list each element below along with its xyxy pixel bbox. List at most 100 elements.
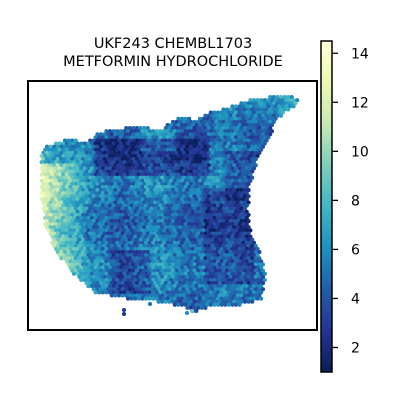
expression-spot [237, 302, 242, 307]
expression-spot [84, 274, 89, 279]
expression-spot [215, 160, 221, 165]
expression-spot [260, 113, 266, 118]
expression-spot [212, 265, 217, 270]
expression-spot [181, 293, 186, 298]
expression-spot [224, 188, 230, 193]
expression-spot [116, 188, 122, 193]
expression-spot [205, 265, 210, 270]
expression-spot [224, 119, 230, 124]
expression-spot [84, 243, 89, 248]
expression-spot [242, 107, 248, 112]
expression-spot [100, 259, 105, 264]
expression-spot [124, 175, 129, 180]
expression-spot [226, 178, 231, 183]
expression-spot [194, 129, 199, 134]
expression-spot [255, 129, 260, 134]
expression-spot [212, 302, 217, 307]
expression-spot [221, 274, 226, 279]
expression-spot [143, 135, 149, 140]
expression-spot [188, 225, 194, 230]
expression-spot [194, 296, 199, 301]
expression-spot [239, 250, 244, 255]
expression-spot [215, 246, 221, 252]
expression-spot [149, 206, 154, 211]
expression-spot [145, 225, 150, 230]
expression-spot [160, 163, 165, 168]
expression-spot [104, 277, 109, 283]
expression-spot [93, 290, 98, 295]
expression-spot [149, 268, 154, 273]
expression-spot [71, 160, 77, 165]
expression-spot [194, 197, 199, 202]
expression-spot [176, 197, 181, 202]
expression-spot [147, 284, 152, 289]
expression-spot [230, 209, 235, 214]
expression-spot [241, 253, 246, 258]
expression-spot [221, 268, 226, 273]
expression-spot [244, 141, 249, 146]
expression-spot [93, 172, 98, 177]
expression-spot [149, 281, 154, 286]
expression-spot [230, 147, 235, 152]
expression-spot [259, 290, 264, 295]
expression-spot [89, 209, 95, 214]
expression-spot [59, 163, 64, 168]
expression-spot [158, 172, 163, 177]
expression-spot [111, 246, 116, 252]
expression-spot [205, 160, 210, 165]
expression-spot [250, 256, 255, 261]
expression-spot [183, 246, 188, 252]
expression-spot [107, 228, 113, 233]
expression-spot [266, 110, 271, 115]
expression-spot [147, 290, 152, 295]
expression-spot [113, 219, 118, 224]
expression-spot [107, 222, 113, 227]
expression-spot [226, 197, 231, 202]
expression-spot [188, 200, 194, 205]
expression-spot [248, 271, 253, 276]
expression-spot [152, 250, 158, 255]
expression-spot [179, 215, 185, 221]
expression-spot [212, 240, 217, 245]
expression-spot [181, 231, 186, 236]
expression-spot [196, 299, 201, 304]
expression-spot [154, 259, 159, 264]
expression-spot [142, 281, 147, 286]
expression-spot [165, 191, 170, 196]
expression-spot [145, 181, 150, 186]
expression-spot [239, 169, 244, 174]
expression-spot [233, 191, 239, 196]
expression-spot [46, 215, 51, 221]
expression-spot [179, 271, 185, 276]
expression-spot [113, 150, 118, 155]
expression-spot [95, 206, 100, 211]
expression-spot [197, 141, 203, 146]
expression-spot [280, 104, 285, 109]
expression-spot [246, 188, 251, 193]
expression-spot [165, 197, 170, 202]
expression-spot [161, 240, 167, 245]
expression-spot [187, 116, 192, 121]
expression-spot [160, 274, 165, 279]
expression-spot [125, 153, 131, 159]
expression-spot [149, 212, 154, 217]
expression-spot [93, 271, 98, 276]
expression-spot [149, 144, 154, 149]
expression-spot [124, 237, 129, 242]
expression-spot [203, 231, 208, 236]
expression-spot [223, 271, 228, 276]
colorbar [320, 40, 333, 373]
expression-spot [136, 265, 141, 270]
expression-spot [291, 104, 296, 109]
expression-spot [268, 107, 273, 112]
expression-spot [79, 253, 84, 258]
expression-spot [239, 237, 244, 242]
expression-spot [89, 284, 95, 289]
expression-spot [167, 163, 172, 168]
expression-spot [183, 135, 188, 140]
expression-spot [212, 141, 217, 146]
expression-spot [212, 160, 217, 165]
expression-spot [104, 290, 109, 295]
expression-spot [75, 209, 80, 214]
expression-spot [185, 150, 190, 155]
